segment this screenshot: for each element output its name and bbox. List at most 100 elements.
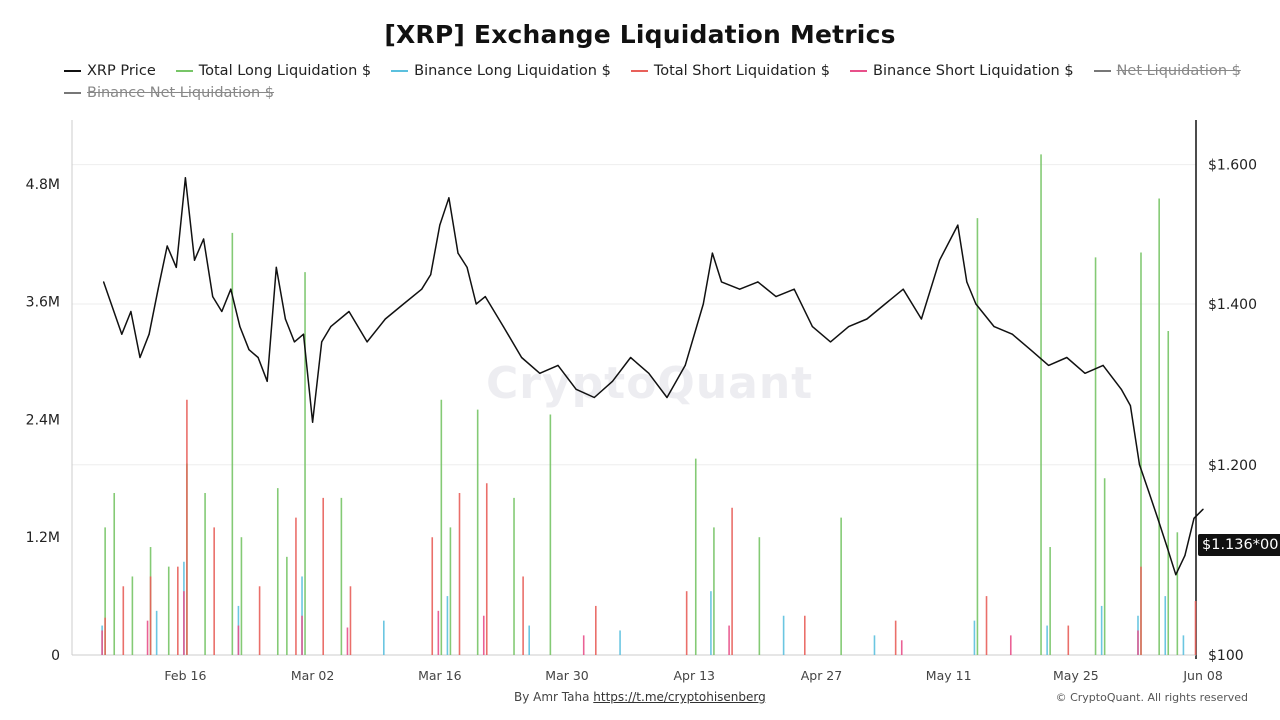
price-point (139, 356, 141, 359)
price-point (221, 310, 223, 313)
price-point (421, 288, 423, 290)
price-point (739, 288, 741, 290)
price-point (920, 318, 923, 320)
price-point (1029, 349, 1032, 351)
series-total-short-liquidation (104, 399, 1197, 655)
legend-item-binance-long-liquidation[interactable]: Binance Long Liquidation $ (391, 62, 611, 80)
price-point (1147, 490, 1150, 492)
price-point (466, 266, 468, 268)
legend-label: Binance Long Liquidation $ (414, 63, 611, 79)
price-point (1129, 405, 1132, 407)
price-point (484, 295, 486, 298)
legend-swatch (175, 70, 193, 72)
price-point (666, 396, 668, 399)
legend-label: Binance Short Liquidation $ (873, 63, 1074, 79)
price-point (321, 341, 323, 343)
byline: By Amr Taha https://t.me/cryptohisenberg (514, 690, 766, 704)
price-point (611, 380, 614, 382)
left-tick-label: 3.6M (26, 295, 60, 311)
price-point (702, 303, 704, 305)
price-point (902, 288, 904, 290)
price-point (103, 281, 105, 283)
price-point (448, 197, 450, 199)
price-point (230, 288, 232, 290)
legend-label: XRP Price (87, 63, 156, 79)
price-point (539, 372, 541, 374)
price-point (775, 295, 777, 298)
legend-swatch (64, 92, 81, 94)
legend-label: Total Long Liquidation $ (198, 63, 372, 79)
price-point (121, 333, 123, 335)
legend-item-binance-net-liquidation[interactable]: Binance Net Liquidation $ (64, 84, 274, 102)
legend-swatch (391, 70, 409, 72)
price-points (103, 177, 1204, 576)
price-point (993, 325, 995, 328)
legend-swatch (850, 70, 868, 72)
price-point (966, 281, 968, 283)
byline-link[interactable]: https://t.me/cryptohisenberg (593, 690, 766, 704)
x-tick-label: Mar 16 (418, 668, 462, 683)
legend-item-net-liquidation[interactable]: Net Liquidation $ (1093, 62, 1241, 80)
series-binance-short-liquidation (101, 591, 1139, 655)
price-point (402, 303, 405, 305)
price-point (1166, 545, 1168, 547)
x-tick-label: Feb 16 (164, 668, 206, 683)
legend-swatch (1093, 70, 1111, 72)
price-point (793, 288, 795, 290)
x-tick-label: Jun 08 (1182, 668, 1222, 683)
price-point (957, 224, 959, 226)
series-binance-long-liquidation (101, 561, 1185, 655)
price-point (593, 396, 595, 399)
left-tick-label: 2.4M (26, 412, 60, 428)
right-tick-label: $100 (1208, 648, 1244, 664)
price-point (193, 259, 196, 261)
price-point (1120, 388, 1122, 390)
price-point (284, 318, 286, 320)
series-total-long-liquidation (104, 154, 1179, 655)
left-tick-label: 0 (51, 648, 60, 664)
legend-swatch (64, 70, 81, 72)
legend-item-total-short-liquidation[interactable]: Total Short Liquidation $ (630, 62, 831, 80)
legend-swatch (630, 70, 648, 72)
legend-item-xrp-price[interactable]: XRP Price (64, 62, 156, 80)
copyright: © CryptoQuant. All rights reserved (1055, 691, 1248, 704)
price-point (384, 318, 386, 320)
price-point (1184, 554, 1186, 557)
price-point (184, 177, 187, 179)
price-point (1048, 364, 1050, 366)
price-point (157, 288, 159, 290)
x-tick-label: May 11 (926, 668, 972, 683)
price-point (166, 245, 168, 247)
price-point (1193, 517, 1195, 519)
price-point (1175, 574, 1177, 576)
price-point (202, 238, 205, 240)
price-point (248, 349, 250, 351)
x-tick-label: Apr 13 (673, 668, 715, 683)
price-point (366, 341, 368, 343)
legend-item-binance-short-liquidation[interactable]: Binance Short Liquidation $ (850, 62, 1074, 80)
price-point (829, 341, 832, 343)
legend-label: Total Short Liquidation $ (653, 63, 831, 79)
price-point (684, 364, 686, 366)
price-point (148, 333, 150, 335)
left-tick-label: 4.8M (26, 177, 60, 193)
x-tick-label: Mar 02 (291, 668, 334, 683)
x-tick-label: May 25 (1053, 668, 1099, 683)
price-point (975, 303, 977, 305)
right-tick-label: $1.400 (1208, 297, 1257, 313)
price-point (866, 318, 868, 320)
x-tick-label: Mar 30 (545, 668, 589, 683)
right-tick-label: $1.200 (1208, 458, 1257, 474)
legend-label: Net Liquidation $ (1116, 63, 1241, 79)
price-point (884, 303, 886, 305)
price-point (439, 224, 441, 226)
price-point (811, 325, 813, 328)
price-point (575, 388, 577, 390)
legend-label: Binance Net Liquidation $ (87, 85, 275, 101)
price-point (302, 333, 305, 335)
price-point (239, 325, 241, 328)
price-point (648, 372, 650, 374)
price-point (257, 356, 259, 359)
price-point (1011, 333, 1013, 335)
legend-item-total-long-liquidation[interactable]: Total Long Liquidation $ (175, 62, 372, 80)
